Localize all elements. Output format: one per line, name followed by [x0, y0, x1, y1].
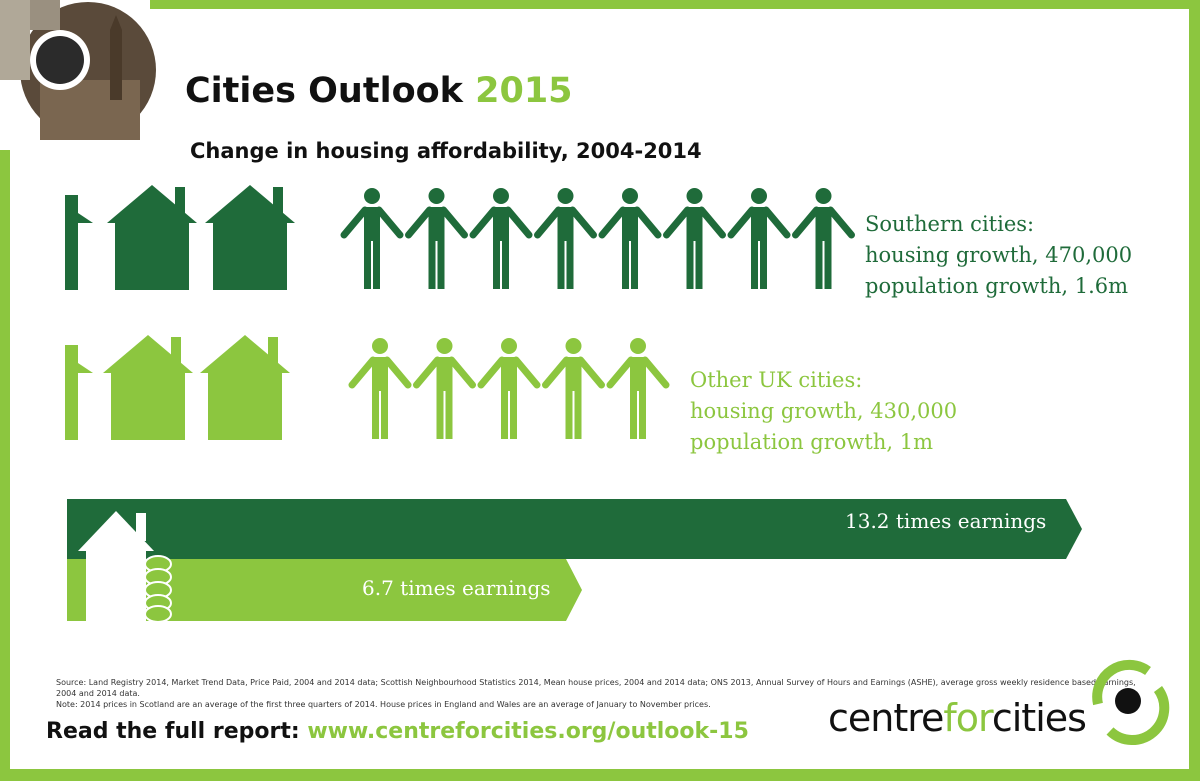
title-main: Cities Outlook: [185, 71, 463, 111]
person-icon: [606, 338, 670, 439]
person-icon: [598, 188, 662, 289]
other-label-line1: Other UK cities:: [690, 368, 863, 392]
city-photo-badge: [0, 0, 173, 173]
other-label-line3: population growth, 1m: [690, 430, 933, 454]
house-icon: [78, 511, 154, 641]
source-line-1: Source: Land Registry 2014, Market Trend…: [56, 678, 1136, 698]
affordability-bars: [67, 499, 1082, 641]
person-icon: [542, 338, 605, 439]
person-icon: [534, 188, 597, 289]
page-title: Cities Outlook 2015: [185, 71, 573, 111]
person-icon: [469, 188, 533, 289]
house-icon: [103, 335, 193, 440]
other-people: [348, 338, 670, 439]
other-label: Other UK cities: housing growth, 430,000…: [690, 365, 957, 458]
other-affordability-bar: [67, 559, 582, 621]
southern-label-line1: Southern cities:: [865, 212, 1035, 236]
person-icon: [792, 188, 855, 289]
house-icon: [200, 335, 290, 440]
house-icon: [205, 185, 295, 290]
title-year: 2015: [475, 71, 573, 111]
southern-houses: [65, 185, 295, 290]
infographic-card: Cities Outlook 2015 Change in housing af…: [0, 0, 1189, 769]
southern-affordability-text: 13.2 times earnings: [845, 509, 1047, 533]
house-icon: [107, 185, 197, 290]
person-icon: [663, 188, 726, 289]
cta-label: Read the full report:: [46, 719, 300, 744]
person-icon: [405, 188, 468, 289]
coin-stack-icon: [144, 555, 172, 623]
southern-label-line2: housing growth, 470,000: [865, 243, 1133, 267]
other-label-line2: housing growth, 430,000: [690, 399, 958, 423]
person-icon: [727, 188, 791, 289]
logo-mark-icon: [1092, 659, 1170, 745]
house-icon: [65, 345, 93, 440]
southern-label-line3: population growth, 1.6m: [865, 274, 1129, 298]
report-link[interactable]: www.centreforcities.org/outlook-15: [307, 719, 749, 744]
house-icon: [65, 195, 93, 290]
logo-for: for: [943, 696, 992, 740]
southern-affordability-bar: [67, 499, 1082, 559]
person-icon: [413, 338, 476, 439]
logo-centre: centre: [828, 696, 944, 740]
logo-cities: cities: [991, 696, 1087, 740]
read-report-cta: Read the full report: www.centreforcitie…: [46, 719, 749, 744]
person-icon: [340, 188, 404, 289]
centreforcities-logo: centreforcities: [828, 696, 1087, 740]
other-affordability-text: 6.7 times earnings: [362, 576, 551, 600]
chart-subtitle: Change in housing affordability, 2004-20…: [190, 139, 702, 163]
source-line-2: Note: 2014 prices in Scotland are an ave…: [56, 700, 711, 709]
southern-people: [340, 188, 855, 289]
person-icon: [477, 338, 541, 439]
source-note: Source: Land Registry 2014, Market Trend…: [56, 677, 1136, 710]
person-icon: [348, 338, 412, 439]
other-houses: [65, 335, 290, 440]
southern-label: Southern cities: housing growth, 470,000…: [865, 209, 1132, 302]
